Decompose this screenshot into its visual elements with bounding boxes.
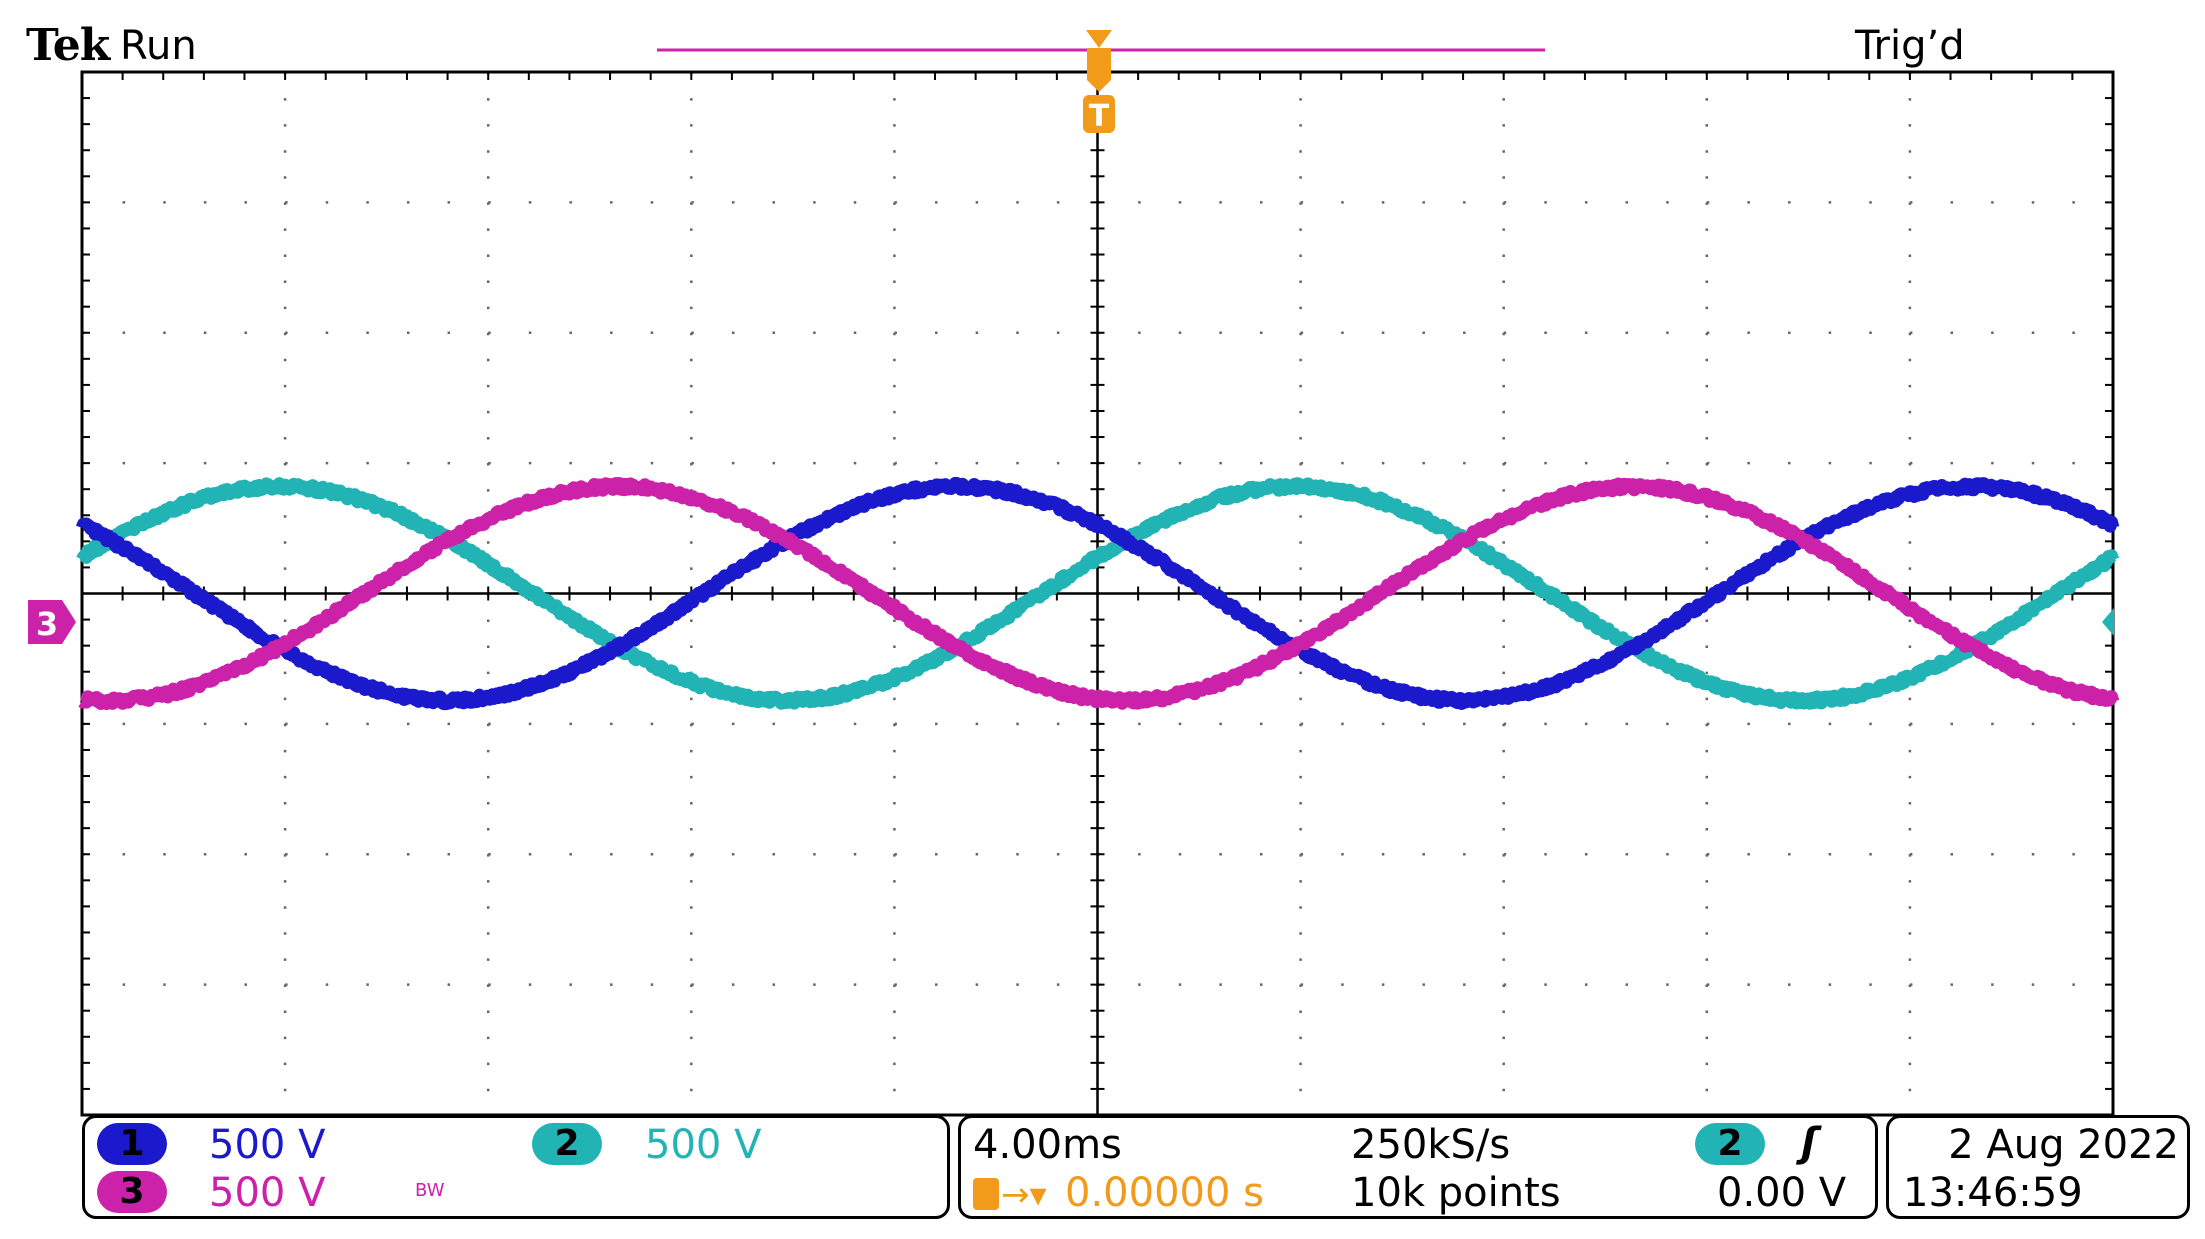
waveform-channel3 (77, 477, 2120, 710)
trigger-marker-label: T (1089, 99, 1110, 134)
channel2-badge[interactable]: 2 (532, 1123, 602, 1165)
waveform-traces (75, 476, 2120, 711)
trigger-source-badge[interactable]: 2 (1695, 1123, 1765, 1165)
channel1-badge[interactable]: 1 (97, 1123, 167, 1165)
trigger-level: 0.00 V (1717, 1170, 1847, 1216)
bandwidth-limit-indicator: BW (415, 1180, 445, 1201)
trigger-position-marker[interactable]: T (1083, 30, 1115, 134)
channel3-badge[interactable]: 3 (97, 1171, 167, 1213)
graticule (80, 70, 2115, 1117)
waveform-channel2 (76, 477, 2120, 710)
trigger-position-value: 0.00000 s (1065, 1170, 1264, 1216)
record-length: 10k points (1351, 1170, 1561, 1216)
brand-logo: Tek (26, 20, 110, 71)
timebase-trigger-panel: 4.00ms 250kS/s →▾ 0.00000 s 10k points 2… (958, 1115, 1878, 1219)
date-display: 2 Aug 2022 (1948, 1122, 2179, 1168)
ground-marker-label: 3 (36, 605, 58, 643)
trigger-arrow-icon: →▾ (1001, 1175, 1047, 1215)
run-status: Run (120, 23, 197, 69)
trigger-position-icon (973, 1178, 999, 1210)
channel-readout-panel: 1 500 V 2 500 V 3 500 V BW (82, 1115, 950, 1219)
channel3-ground-marker[interactable]: 3 (28, 600, 76, 644)
trigger-level-marker[interactable] (2102, 608, 2114, 636)
datetime-panel: 2 Aug 2022 13:46:59 (1886, 1115, 2190, 1219)
time-display: 13:46:59 (1903, 1170, 2083, 1216)
trigger-slope-icon: ʃ (1801, 1120, 1818, 1166)
waveform-channel1 (75, 476, 2120, 711)
trigger-status: Trig’d (1855, 23, 1965, 69)
timebase-scale: 4.00ms (973, 1122, 1122, 1168)
sample-rate: 250kS/s (1351, 1122, 1511, 1168)
channel1-scale: 500 V (209, 1122, 326, 1168)
channel3-scale: 500 V (209, 1170, 326, 1216)
channel2-scale: 500 V (645, 1122, 762, 1168)
